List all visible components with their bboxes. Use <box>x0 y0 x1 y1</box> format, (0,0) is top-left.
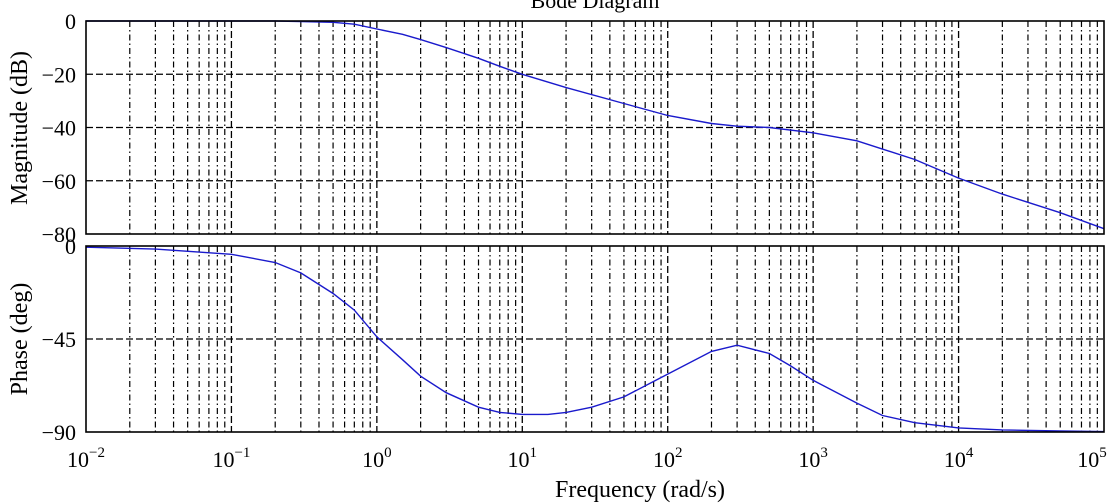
x-tick-label: 102 <box>653 445 683 472</box>
x-axis-label: Frequency (rad/s) <box>555 477 725 503</box>
x-tick-labels: 10−2 10−1 100 101 102 103 104 105 <box>67 445 1107 472</box>
phase-panel: 0 −45 −90 <box>42 234 1105 445</box>
x-tick-label: 10−2 <box>67 445 105 472</box>
magnitude-grid <box>86 21 1104 234</box>
x-tick-label: 10−1 <box>212 445 250 472</box>
x-tick-label: 100 <box>362 445 392 472</box>
y-tick-label: −80 <box>42 222 76 247</box>
magnitude-y-axis-label: Magnitude (dB) <box>7 51 33 205</box>
x-tick-label: 105 <box>1077 445 1107 472</box>
y-tick-label: −45 <box>42 327 76 352</box>
magnitude-panel: 0 −20 −40 −60 −80 <box>42 9 1105 247</box>
phase-series-line <box>85 246 1105 433</box>
magnitude-series-line <box>86 20 1105 230</box>
y-tick-label: 0 <box>65 9 76 34</box>
phase-grid <box>86 246 1104 432</box>
phase-y-tick-labels: 0 −45 −90 <box>42 234 76 445</box>
y-tick-label: −90 <box>42 420 76 445</box>
x-tick-label: 101 <box>508 445 538 472</box>
x-tick-label: 104 <box>944 445 974 472</box>
phase-y-axis-label: Phase (deg) <box>7 283 33 396</box>
x-tick-label: 103 <box>798 445 828 472</box>
phase-plot-frame <box>85 245 1105 433</box>
y-tick-label: −20 <box>42 62 76 87</box>
y-tick-label: 0 <box>65 234 76 259</box>
magnitude-y-tick-labels: 0 −20 −40 −60 −80 <box>42 9 76 247</box>
y-tick-label: −60 <box>42 169 76 194</box>
magnitude-plot-frame <box>85 20 1105 235</box>
y-tick-label: −40 <box>42 116 76 141</box>
chart-title: Bode Diagram <box>531 0 660 13</box>
